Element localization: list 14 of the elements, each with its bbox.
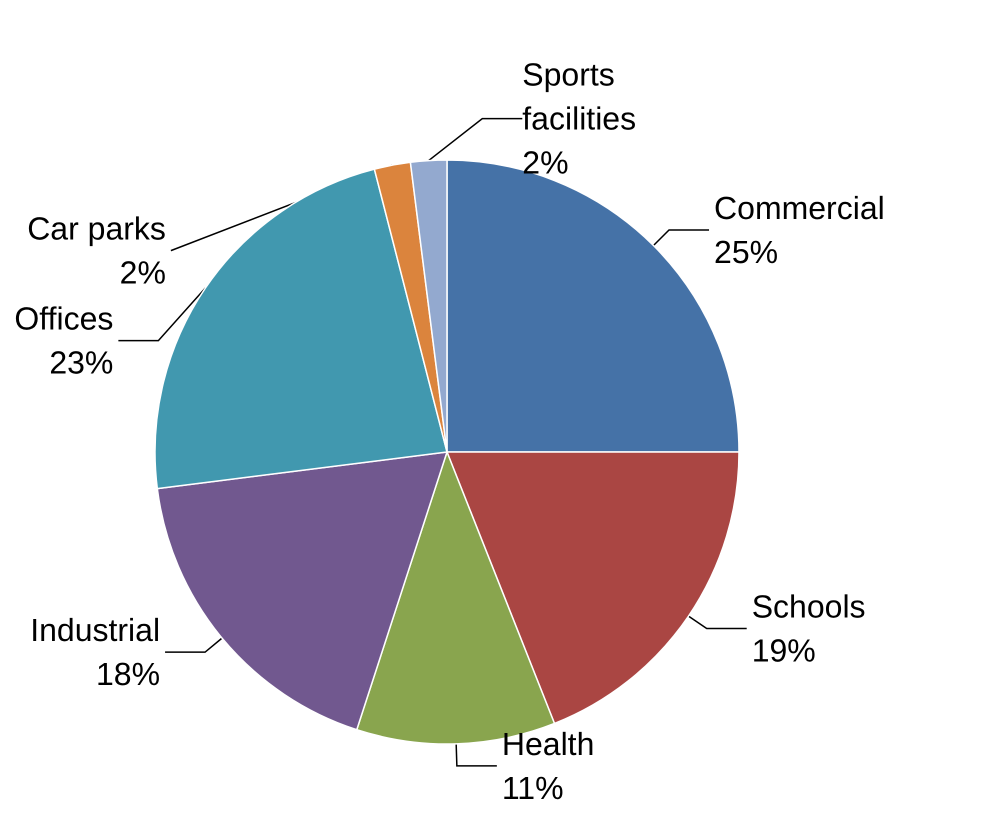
- slice-label: Commercial: [714, 190, 885, 226]
- data-label: 23%: [49, 344, 114, 381]
- data-label: 19%: [752, 632, 816, 668]
- data-label: 2%: [120, 254, 166, 291]
- data-label: 11%: [502, 770, 564, 806]
- slice-label: Schools: [752, 588, 866, 624]
- data-label: 2%: [522, 144, 569, 181]
- slice-label: Offices: [14, 300, 114, 337]
- slice-label: Health: [502, 726, 594, 762]
- slice-label: Car parks: [27, 210, 166, 247]
- data-label: 18%: [96, 656, 160, 692]
- slice-label: Industrial: [30, 612, 160, 648]
- data-label: 25%: [714, 234, 778, 270]
- slice-label: Sports facilities: [522, 56, 636, 137]
